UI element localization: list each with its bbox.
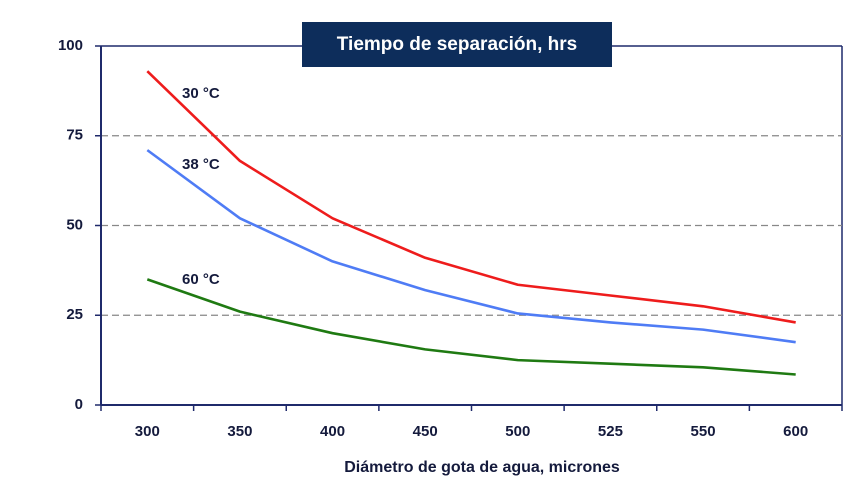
x-tick-label: 450 — [413, 423, 438, 440]
x-tick-label: 500 — [505, 423, 530, 440]
x-tick-label: 550 — [691, 423, 716, 440]
y-tick-label: 25 — [66, 306, 83, 323]
y-tick-label: 75 — [66, 127, 83, 144]
y-tick-label: 0 — [75, 396, 83, 413]
series-label: 60 °C — [182, 271, 220, 288]
x-tick-label: 600 — [783, 423, 808, 440]
y-tick-label: 50 — [66, 216, 83, 233]
x-tick-label: 300 — [135, 423, 160, 440]
series-line — [146, 70, 796, 324]
series-label: 30 °C — [182, 85, 220, 102]
chart-title: Tiempo de separación, hrs — [337, 34, 577, 55]
x-tick-label: 350 — [227, 423, 252, 440]
x-tick-label: 525 — [598, 423, 623, 440]
series-line — [146, 149, 796, 344]
x-tick-label: 400 — [320, 423, 345, 440]
y-tick-label: 100 — [58, 37, 83, 54]
x-axis-label: Diámetro de gota de agua, micrones — [344, 459, 620, 476]
series-label: 38 °C — [182, 156, 220, 173]
title-box — [302, 22, 612, 67]
series-line — [146, 278, 796, 376]
